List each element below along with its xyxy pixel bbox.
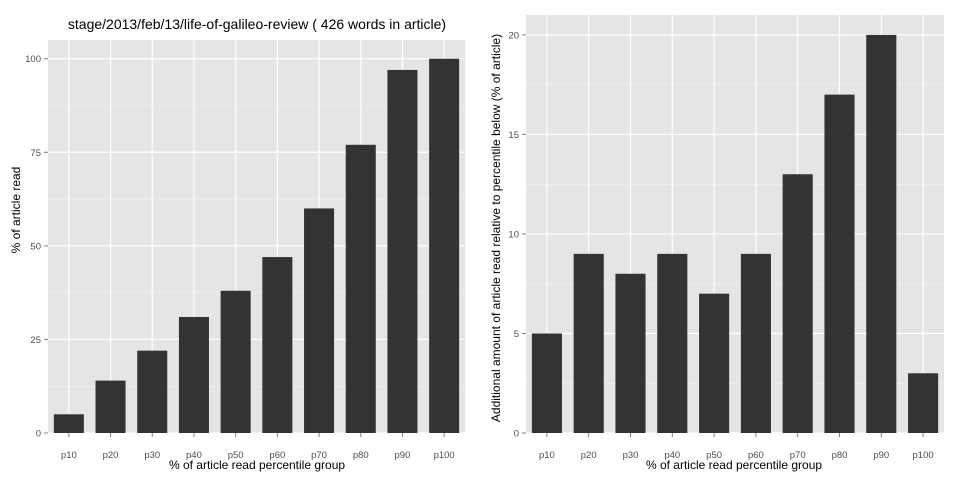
y-tick-label: 15 xyxy=(508,130,519,141)
bar-p100 xyxy=(908,373,939,433)
x-tick-label: p90 xyxy=(873,450,889,461)
bar-p80 xyxy=(345,144,376,434)
y-tick-label: 100 xyxy=(25,54,41,65)
y-axis-label: Additional amount of article read relati… xyxy=(489,34,503,422)
y-tick-label: 0 xyxy=(36,429,41,440)
x-axis-label: % of article read percentile group xyxy=(646,458,822,472)
bar-p10 xyxy=(53,414,84,433)
x-tick-label: p70 xyxy=(311,450,327,461)
plot-area: 0 5 10 15 20 p10 p20 p30 p40 p50 p60 p70 p80 p90 p100 xyxy=(508,15,944,461)
plot-area: 0 25 50 75 100 p10 p20 p30 p40 p50 p60 p70 p80 p90 p10… xyxy=(25,40,465,461)
bar-p90 xyxy=(866,34,897,434)
x-tick-label: p10 xyxy=(539,450,555,461)
chart-title: stage/2013/feb/13/life-of-galileo-review… xyxy=(68,16,446,32)
bar-p100 xyxy=(429,58,460,433)
bar-p30 xyxy=(615,273,646,433)
x-tick-label: p40 xyxy=(664,450,680,461)
x-tick-label: p50 xyxy=(228,450,244,461)
y-tick-label: 75 xyxy=(30,148,41,159)
bar-p60 xyxy=(262,257,293,433)
x-tick-label: p80 xyxy=(353,450,369,461)
x-tick-label: p40 xyxy=(186,450,202,461)
x-tick-label: p80 xyxy=(832,450,848,461)
bar-p70 xyxy=(782,174,813,433)
x-tick-label: p100 xyxy=(913,450,934,461)
x-tick-label: p50 xyxy=(706,450,722,461)
left-chart: 0 25 50 75 100 p10 p20 p30 p40 p50 p60 p70 p80 p90 p10… xyxy=(9,16,465,472)
y-tick-label: 10 xyxy=(508,229,519,240)
bar-p40 xyxy=(657,253,688,433)
x-tick-label: p30 xyxy=(144,450,160,461)
bar-p90 xyxy=(387,69,418,433)
x-tick-label: p30 xyxy=(623,450,639,461)
x-tick-label: p20 xyxy=(103,450,119,461)
bar-p70 xyxy=(304,208,335,433)
bar-p20 xyxy=(573,253,604,433)
y-tick-label: 50 xyxy=(30,241,41,252)
y-tick-label: 25 xyxy=(30,335,41,346)
x-tick-label: p70 xyxy=(790,450,806,461)
bar-p50 xyxy=(220,290,251,433)
y-tick-label: 0 xyxy=(514,429,519,440)
x-tick-label: p60 xyxy=(748,450,764,461)
x-tick-label: p90 xyxy=(395,450,411,461)
bar-p40 xyxy=(178,316,209,433)
x-tick-label: p60 xyxy=(269,450,285,461)
bar-p20 xyxy=(95,380,126,433)
bar-p80 xyxy=(824,94,855,433)
x-axis-label: % of article read percentile group xyxy=(169,458,345,472)
y-tick-label: 5 xyxy=(514,329,519,340)
y-axis-label: % of article read xyxy=(9,167,23,254)
bar-p50 xyxy=(699,293,730,433)
bar-p60 xyxy=(740,253,771,433)
x-tick-label: p10 xyxy=(61,450,77,461)
y-tick-label: 20 xyxy=(508,30,519,41)
bar-p30 xyxy=(137,350,168,433)
bar-p10 xyxy=(531,333,562,433)
x-tick-label: p100 xyxy=(434,450,455,461)
x-tick-label: p20 xyxy=(581,450,597,461)
